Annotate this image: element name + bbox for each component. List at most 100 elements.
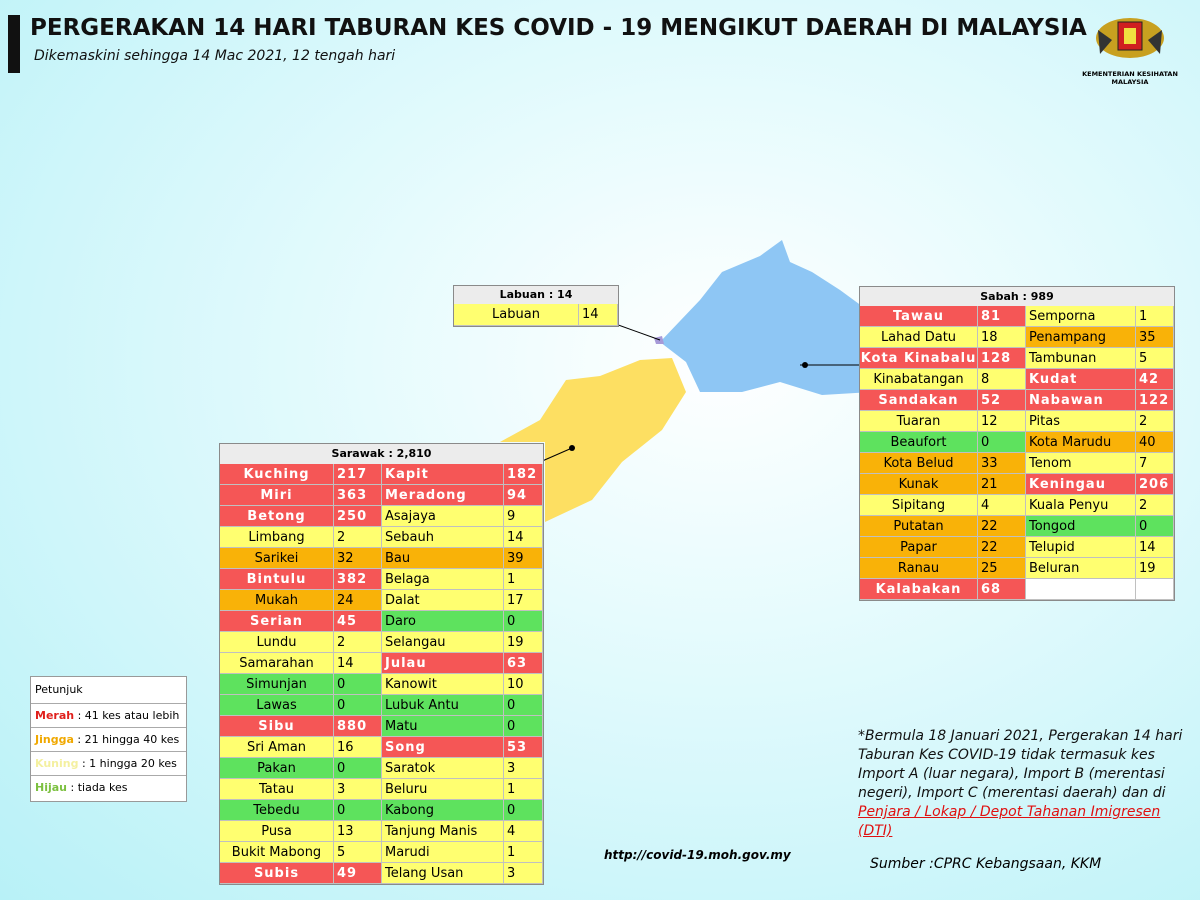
case-count: 122 (1136, 390, 1174, 411)
case-count: 0 (978, 432, 1026, 453)
district-name: Kabong (382, 800, 504, 821)
case-count: 14 (504, 527, 543, 548)
table-title: Sabah : 989 (860, 287, 1174, 307)
district-name: Semporna (1026, 306, 1136, 327)
case-count: 2 (334, 632, 382, 653)
district-name: Sipitang (860, 495, 978, 516)
district-name: Matu (382, 716, 504, 737)
legend-key: Jingga (35, 733, 74, 746)
district-name: Dalat (382, 590, 504, 611)
district-name: Song (382, 737, 504, 758)
district-name: Meradong (382, 485, 504, 506)
logo (1096, 18, 1164, 58)
district-name: Daro (382, 611, 504, 632)
legend-item: Jingga : 21 hingga 40 kes (31, 727, 186, 752)
district-name: Tanjung Manis (382, 821, 504, 842)
district-name: Tongod (1026, 516, 1136, 537)
labuan-table: Labuan : 14 Labuan 14 (453, 285, 619, 327)
district-name: Putatan (860, 516, 978, 537)
title: PERGERAKAN 14 HARI TABURAN KES COVID - 1… (30, 15, 1087, 41)
district-name: Belaga (382, 569, 504, 590)
district-name: Subis (220, 863, 334, 884)
district-name: Papar (860, 537, 978, 558)
note-text: *Bermula 18 Januari 2021, Pergerakan 14 … (858, 728, 1183, 801)
leader-dot (569, 445, 575, 451)
case-count: 363 (334, 485, 382, 506)
case-count: 0 (504, 800, 543, 821)
case-count: 25 (978, 558, 1026, 579)
case-count: 0 (504, 695, 543, 716)
case-count: 19 (504, 632, 543, 653)
sarawak-table: Sarawak : 2,810 Kuching 217 Kapit 182 Miri 363… (219, 443, 544, 885)
case-count: 5 (1136, 348, 1174, 369)
case-count: 32 (334, 548, 382, 569)
legend-item: Merah : 41 kes atau lebih (31, 703, 186, 728)
case-count: 17 (504, 590, 543, 611)
leader-line (539, 447, 573, 463)
district-name: Pusa (220, 821, 334, 842)
case-count: 18 (978, 327, 1026, 348)
district-name: Marudi (382, 842, 504, 863)
district-name: Bintulu (220, 569, 334, 590)
case-count: 81 (978, 306, 1026, 327)
case-count: 1 (504, 779, 543, 800)
case-count: 217 (334, 464, 382, 485)
district-name: Kanowit (382, 674, 504, 695)
case-count: 68 (978, 579, 1026, 600)
district-name: Simunjan (220, 674, 334, 695)
district-name: Lundu (220, 632, 334, 653)
district-name: Bukit Mabong (220, 842, 334, 863)
case-count: 4 (504, 821, 543, 842)
district-name: Serian (220, 611, 334, 632)
case-count: 1 (504, 842, 543, 863)
district-name: Beluru (382, 779, 504, 800)
case-count: 35 (1136, 327, 1174, 348)
case-count: 22 (978, 537, 1026, 558)
note-link: Penjara / Lokap / Depot Tahanan Imigrese… (858, 804, 1161, 839)
case-count: 13 (334, 821, 382, 842)
district-name: Lawas (220, 695, 334, 716)
case-count: 21 (978, 474, 1026, 495)
case-count: 2 (1136, 411, 1174, 432)
district-name: Sebauh (382, 527, 504, 548)
district-name (1026, 579, 1136, 600)
header-bar (8, 15, 20, 73)
table-title: Labuan : 14 (454, 286, 618, 305)
district-name: Kinabatangan (860, 369, 978, 390)
district-name: Kota Kinabalu (860, 348, 978, 369)
source: Sumber :CPRC Kebangsaan, KKM (870, 856, 1102, 872)
district-name: Tebedu (220, 800, 334, 821)
district-name: Miri (220, 485, 334, 506)
district-name: Kuching (220, 464, 334, 485)
district-name: Julau (382, 653, 504, 674)
case-count: 4 (978, 495, 1026, 516)
district-name: Kudat (1026, 369, 1136, 390)
logo-text: KEMENTERIAN KESIHATAN MALAYSIA (1082, 70, 1178, 86)
legend-title: Petunjuk (35, 683, 83, 696)
case-count: 0 (504, 716, 543, 737)
case-count: 10 (504, 674, 543, 695)
legend-text: : tiada kes (67, 781, 128, 794)
case-count: 0 (334, 695, 382, 716)
district-name: Asajaya (382, 506, 504, 527)
case-count: 0 (1136, 516, 1174, 537)
case-count: 206 (1136, 474, 1174, 495)
case-count: 1 (504, 569, 543, 590)
district-name: Kunak (860, 474, 978, 495)
district-name: Tatau (220, 779, 334, 800)
district-name: Beluran (1026, 558, 1136, 579)
district-name: Labuan (454, 304, 579, 326)
district-name: Nabawan (1026, 390, 1136, 411)
case-count: 3 (504, 863, 543, 884)
legend-text: : 1 hingga 20 kes (78, 757, 177, 770)
district-name: Tenom (1026, 453, 1136, 474)
case-count: 7 (1136, 453, 1174, 474)
district-name: Telupid (1026, 537, 1136, 558)
case-count: 2 (1136, 495, 1174, 516)
case-count: 19 (1136, 558, 1174, 579)
case-count: 182 (504, 464, 543, 485)
case-count: 0 (334, 800, 382, 821)
case-count: 0 (504, 611, 543, 632)
district-name: Mukah (220, 590, 334, 611)
